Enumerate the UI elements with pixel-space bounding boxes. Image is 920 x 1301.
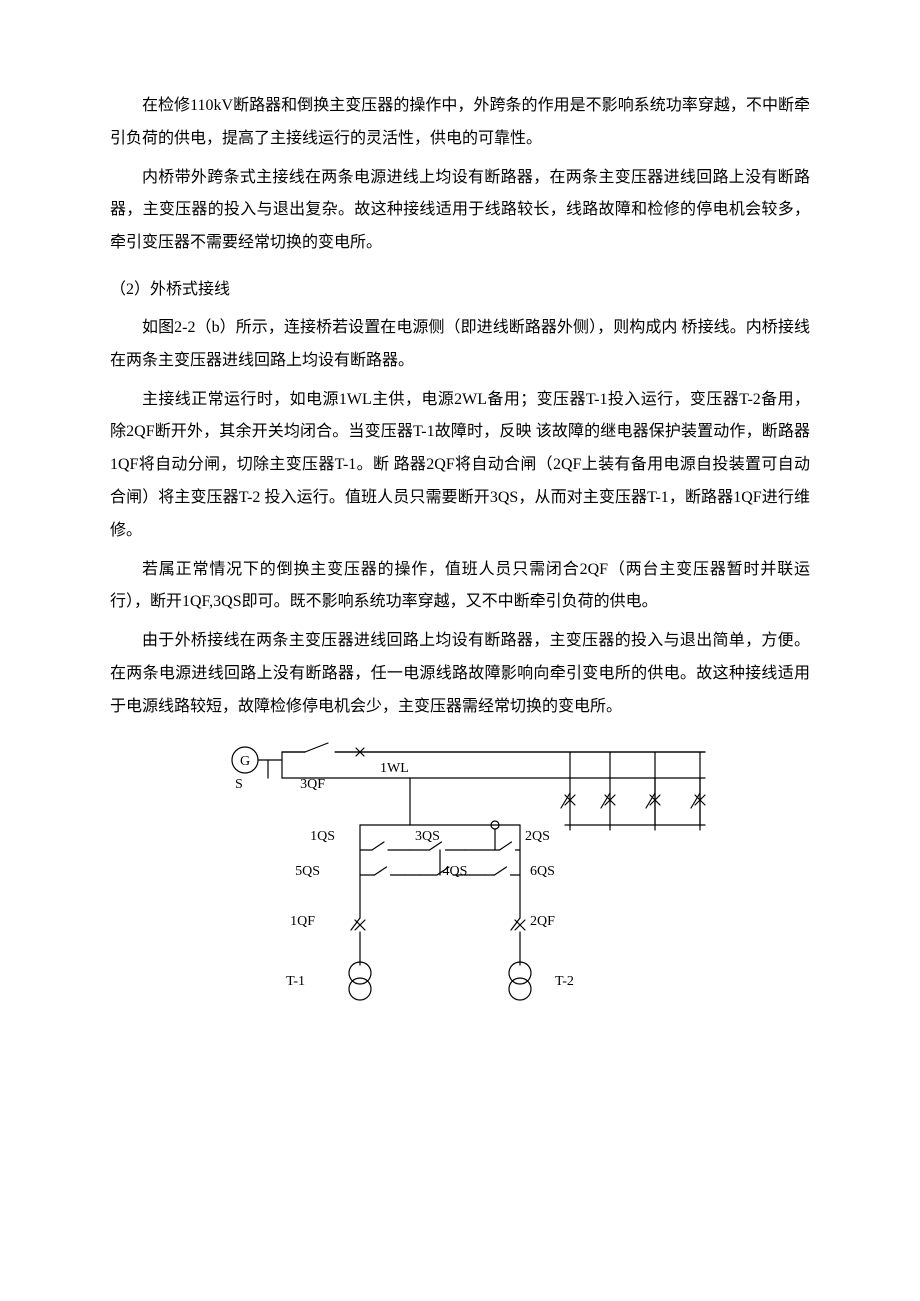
svg-text:S: S [235,777,243,792]
svg-text:1QF: 1QF [290,914,315,929]
circuit-diagram: GS 1WL 3QF 1QS 3QS 2QS 5QS 4QS 6QS 1QF 2QF T-1 T-2 [210,730,710,1020]
heading-outer-bridge: （2）外桥式接线 [110,274,810,306]
paragraph-4: 主接线正常运行时，如电源1WL主供，电源2WL备用；变压器T-1投入运行，变压器… [110,384,810,548]
svg-text:T-1: T-1 [286,974,305,989]
diagram-container: GS 1WL 3QF 1QS 3QS 2QS 5QS 4QS 6QS 1QF 2QF T-1 T-2 [110,730,810,1020]
paragraph-2: 内桥带外跨条式主接线在两条电源进线上均设有断路器，在两条主变压器进线回路上没有断… [110,162,810,260]
paragraph-3: 如图2-2（b）所示，连接桥若设置在电源侧（即进线断路器外侧），则构成内 桥接线… [110,312,810,378]
svg-text:T-2: T-2 [555,974,574,989]
svg-text:2QF: 2QF [530,914,555,929]
document-page: 在检修110kV断路器和倒换主变压器的操作中，外跨条的作用是不影响系统功率穿越，… [0,0,920,1060]
svg-text:5QS: 5QS [295,864,320,879]
paragraph-6: 由于外桥接线在两条主变压器进线回路上均设有断路器，主变压器的投入与退出简单，方便… [110,625,810,723]
svg-text:1WL: 1WL [380,761,409,776]
svg-text:4QS: 4QS [443,864,468,879]
svg-text:2QS: 2QS [525,829,550,844]
svg-text:G: G [240,754,250,769]
paragraph-1: 在检修110kV断路器和倒换主变压器的操作中，外跨条的作用是不影响系统功率穿越，… [110,90,810,156]
svg-text:1QS: 1QS [310,829,335,844]
svg-text:6QS: 6QS [530,864,555,879]
paragraph-5: 若属正常情况下的倒换主变压器的操作，值班人员只需闭合2QF（两台主变压器暂时并联… [110,554,810,620]
svg-text:3QF: 3QF [300,777,325,792]
svg-text:3QS: 3QS [415,829,440,844]
